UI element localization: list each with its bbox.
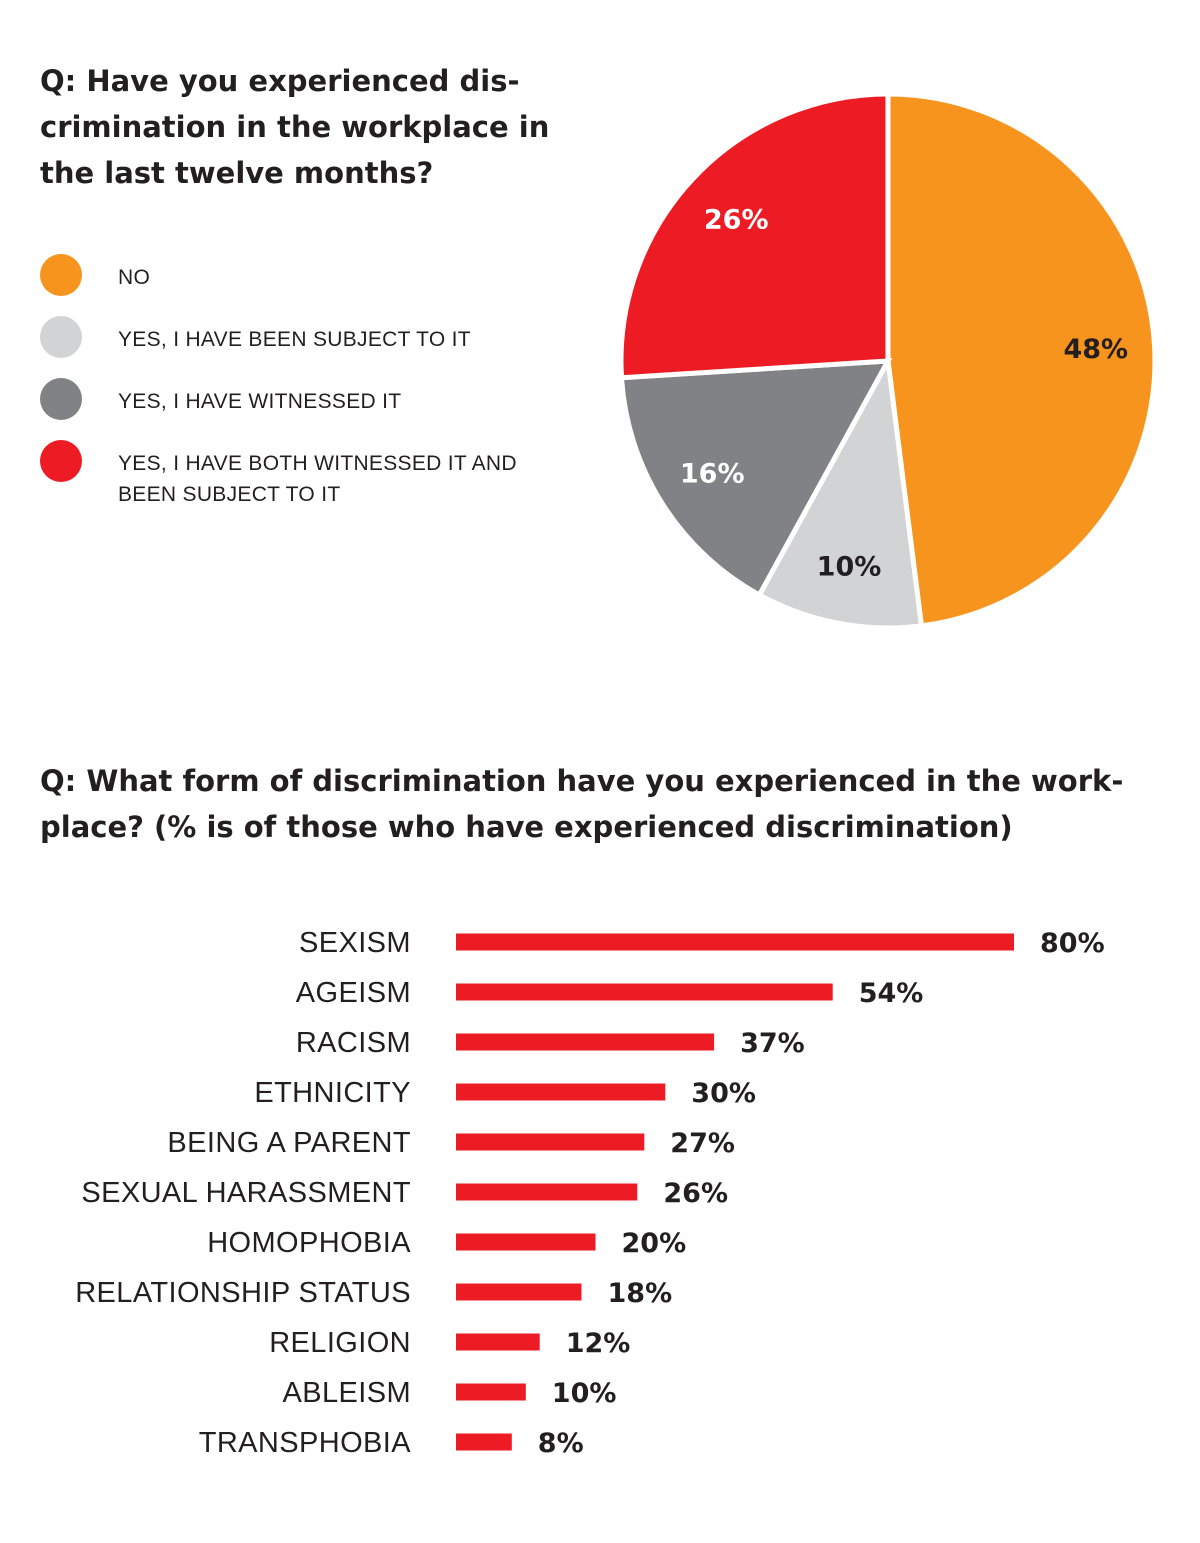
bar-category-label: RACISM — [296, 1027, 411, 1059]
pie-slice-0 — [885, 91, 1158, 629]
pie-chart-title: Q: Have you experienced dis-crimination … — [40, 64, 550, 190]
bar-category-label: ETHNICITY — [254, 1077, 411, 1109]
pie-slice-label-1: 10% — [817, 552, 882, 583]
bar-religion — [456, 1333, 540, 1351]
legend-label-subject: YES, I HAVE BEEN SUBJECT TO IT — [118, 328, 471, 351]
pie-slice-2 — [618, 358, 893, 599]
bar-value-label: 10% — [552, 1378, 617, 1409]
bar-category-label: SEXUAL HARASSMENT — [81, 1177, 411, 1209]
legend-label-no: NO — [118, 266, 151, 289]
bar-value-label: 30% — [691, 1078, 756, 1109]
bar-value-label: 26% — [663, 1178, 728, 1209]
bar-ageism — [456, 983, 833, 1001]
bar-category-label: RELIGION — [269, 1327, 411, 1359]
bar-value-label: 54% — [859, 978, 924, 1009]
bar-being-a-parent — [456, 1133, 645, 1151]
bar-value-label: 20% — [622, 1228, 687, 1259]
bar-chart-title: Q: What form of discrimination have you … — [40, 764, 1124, 844]
bar-sexism — [456, 933, 1014, 951]
bar-category-label: TRANSPHOBIA — [199, 1427, 412, 1459]
legend-item-no: NO — [40, 254, 560, 296]
legend-item-both: YES, I HAVE BOTH WITNESSED IT AND BEEN S… — [40, 440, 560, 506]
legend-swatch-no — [40, 254, 82, 296]
legend-swatch-subject — [40, 316, 82, 358]
bar-value-label: 80% — [1040, 928, 1105, 959]
pie-slice-label-2: 16% — [680, 459, 745, 490]
bar-homophobia — [456, 1233, 596, 1251]
legend-swatch-both — [40, 440, 82, 482]
bar-category-label: RELATIONSHIP STATUS — [75, 1277, 411, 1309]
legend-item-subject: YES, I HAVE BEEN SUBJECT TO IT — [40, 316, 560, 358]
bar-sexual-harassment — [456, 1183, 638, 1201]
legend-label-witnessed: YES, I HAVE WITNESSED IT — [118, 390, 402, 413]
bar-value-label: 37% — [740, 1028, 805, 1059]
bar-relationship-status — [456, 1283, 582, 1301]
pie-slice-label-0: 48% — [1063, 334, 1128, 365]
bar-value-label: 18% — [608, 1278, 673, 1309]
bar-ableism — [456, 1383, 526, 1401]
bar-transphobia — [456, 1433, 512, 1451]
bar-ethnicity — [456, 1083, 666, 1101]
bar-category-label: ABLEISM — [282, 1377, 411, 1409]
legend-item-witnessed: YES, I HAVE WITNESSED IT — [40, 378, 560, 420]
bar-chart: SEXISM 80% AGEISM 54% RACISM 37% ETHNICITY 30% B… — [75, 927, 1105, 1459]
bar-value-label: 27% — [670, 1128, 735, 1159]
legend-swatch-witnessed — [40, 378, 82, 420]
pie-slice-1 — [755, 353, 925, 631]
legend-label-both: YES, I HAVE BOTH WITNESSED IT AND BEEN S… — [118, 452, 517, 506]
bar-category-label: AGEISM — [296, 977, 411, 1009]
pie-slice-label-3: 26% — [704, 204, 769, 235]
pie-chart: 48% 10% 16% 26% — [618, 91, 1158, 631]
bar-category-label: BEING A PARENT — [167, 1127, 411, 1159]
bar-racism — [456, 1033, 715, 1051]
bar-value-label: 12% — [566, 1328, 631, 1359]
bar-value-label: 8% — [538, 1428, 584, 1459]
bar-category-label: SEXISM — [299, 927, 411, 959]
pie-legend: NO YES, I HAVE BEEN SUBJECT TO IT YES, I… — [40, 254, 560, 524]
bar-category-label: HOMOPHOBIA — [207, 1227, 411, 1259]
pie-slice-3 — [618, 91, 891, 381]
